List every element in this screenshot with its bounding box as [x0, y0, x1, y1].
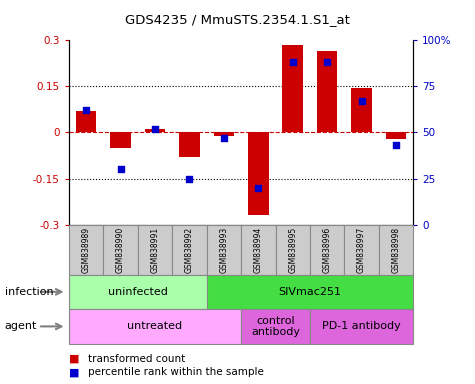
- Bar: [207, 275, 413, 309]
- Text: GSM838996: GSM838996: [323, 227, 332, 273]
- Bar: [248, 132, 269, 215]
- Bar: [207, 225, 241, 275]
- Bar: [344, 225, 379, 275]
- Bar: [310, 225, 344, 275]
- Bar: [317, 51, 337, 132]
- Text: percentile rank within the sample: percentile rank within the sample: [88, 367, 264, 377]
- Text: GSM838998: GSM838998: [391, 227, 400, 273]
- Point: [323, 60, 331, 66]
- Bar: [76, 111, 96, 132]
- Bar: [144, 129, 165, 132]
- Text: GSM838993: GSM838993: [219, 227, 228, 273]
- Text: GSM838989: GSM838989: [82, 227, 91, 273]
- Bar: [213, 132, 234, 136]
- Point: [289, 60, 296, 66]
- Text: GSM838995: GSM838995: [288, 227, 297, 273]
- Text: GSM838990: GSM838990: [116, 227, 125, 273]
- Text: PD-1 antibody: PD-1 antibody: [322, 321, 401, 331]
- Text: transformed count: transformed count: [88, 354, 185, 364]
- Bar: [69, 275, 207, 309]
- Bar: [110, 132, 131, 148]
- Text: uninfected: uninfected: [108, 287, 168, 297]
- Text: ■: ■: [69, 354, 79, 364]
- Point: [255, 185, 262, 191]
- Bar: [241, 309, 310, 344]
- Text: GSM838994: GSM838994: [254, 227, 263, 273]
- Text: GSM838997: GSM838997: [357, 227, 366, 273]
- Bar: [282, 45, 303, 132]
- Bar: [241, 225, 276, 275]
- Text: control
antibody: control antibody: [251, 316, 300, 337]
- Bar: [104, 225, 138, 275]
- Text: GSM838992: GSM838992: [185, 227, 194, 273]
- Bar: [379, 225, 413, 275]
- Point: [186, 175, 193, 182]
- Point: [392, 142, 400, 149]
- Point: [151, 126, 159, 132]
- Text: untreated: untreated: [127, 321, 182, 331]
- Bar: [276, 225, 310, 275]
- Point: [82, 107, 90, 113]
- Bar: [138, 225, 172, 275]
- Text: agent: agent: [5, 321, 37, 331]
- Bar: [351, 88, 372, 132]
- Text: infection: infection: [5, 287, 53, 297]
- Text: ■: ■: [69, 367, 79, 377]
- Bar: [179, 132, 199, 157]
- Bar: [69, 309, 241, 344]
- Bar: [310, 309, 413, 344]
- Bar: [69, 225, 104, 275]
- Text: GDS4235 / MmuSTS.2354.1.S1_at: GDS4235 / MmuSTS.2354.1.S1_at: [125, 13, 350, 26]
- Point: [117, 166, 124, 172]
- Bar: [386, 132, 406, 139]
- Text: GSM838991: GSM838991: [151, 227, 160, 273]
- Bar: [172, 225, 207, 275]
- Point: [358, 98, 365, 104]
- Text: SIVmac251: SIVmac251: [278, 287, 342, 297]
- Point: [220, 135, 228, 141]
